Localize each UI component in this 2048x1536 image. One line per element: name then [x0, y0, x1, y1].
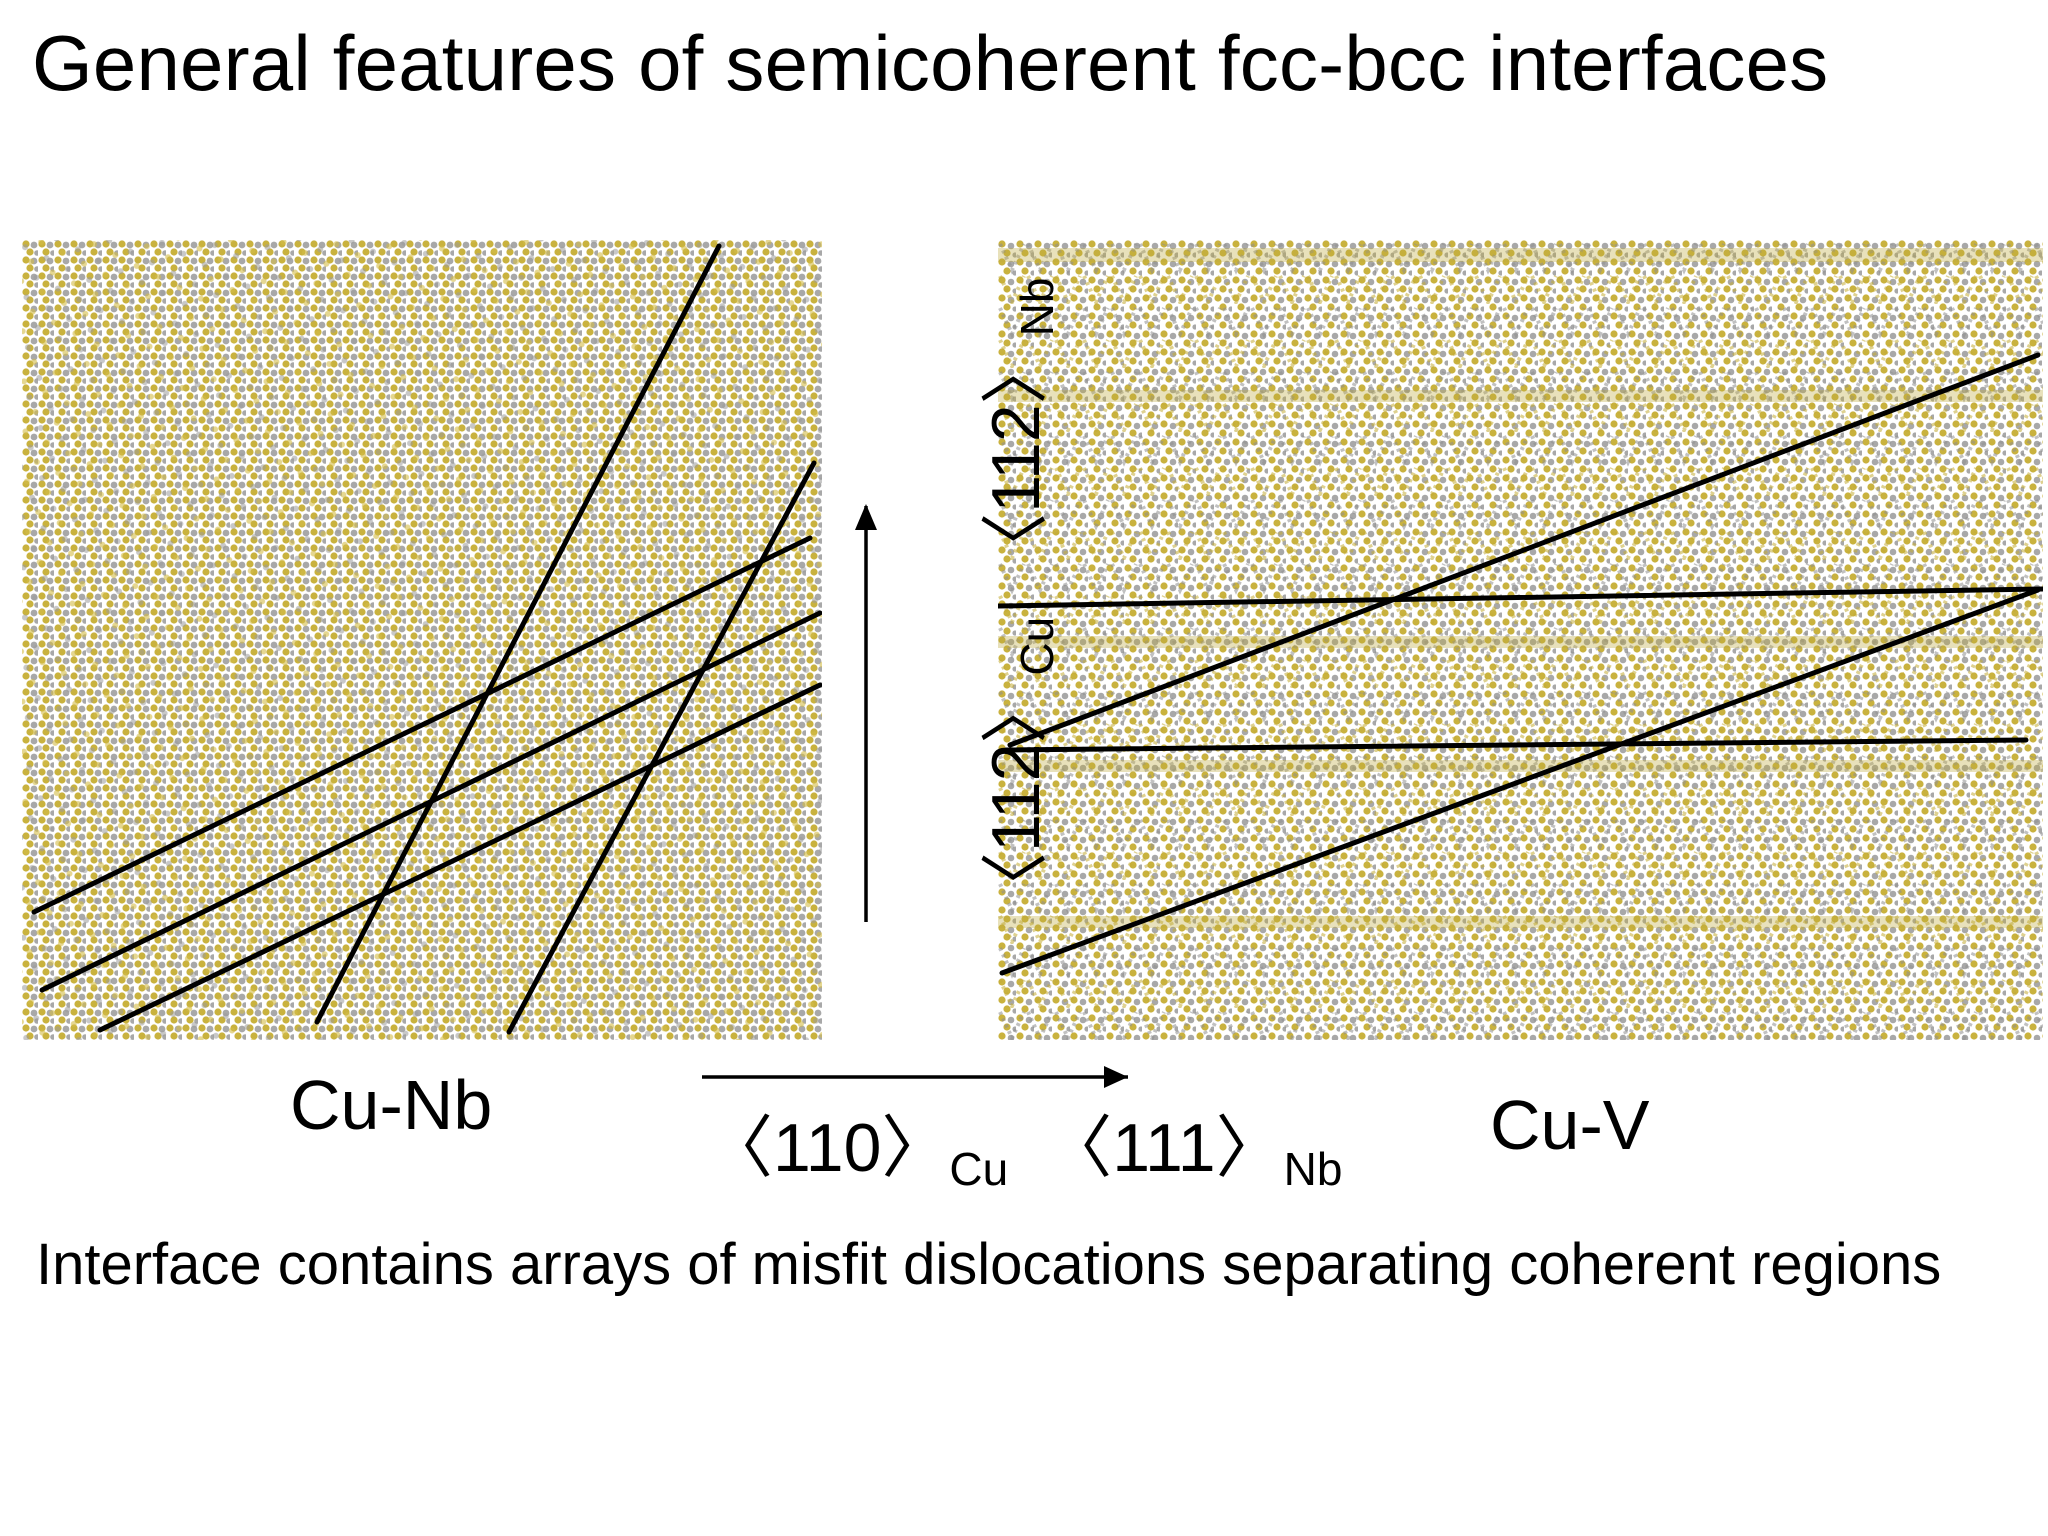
dislocation-line — [31, 535, 813, 915]
nb-subscript: Nb — [1011, 277, 1063, 337]
dislocation-lines — [31, 243, 822, 1035]
cu-direction: 〈110〉 — [705, 1110, 950, 1186]
nb-subscript: Nb — [1283, 1143, 1343, 1195]
cu-subscript: Cu — [1011, 616, 1063, 676]
dislocation-line — [998, 586, 2043, 609]
vertical-arrowhead — [855, 504, 877, 530]
cu-direction: 〈112〉 — [978, 675, 1054, 920]
dislocation-lines — [998, 352, 2043, 976]
slide-title: General features of semicoherent fcc-bcc… — [32, 19, 1829, 107]
dislocation-line — [1007, 352, 2041, 748]
cu-nb-label: Cu-Nb — [290, 1066, 493, 1144]
cu-v-atomistic-image — [998, 240, 2043, 1040]
horizontal-bands — [998, 248, 2043, 928]
cu-v-label: Cu-V — [1490, 1086, 1650, 1164]
nb-direction: 〈112〉 — [978, 336, 1054, 581]
dislocation-line — [1003, 737, 2029, 753]
dislocation-line — [97, 682, 822, 1033]
horizontal-direction-label: 〈110〉Cu 〈111〉Nb — [705, 1092, 1342, 1196]
caption: Interface contains arrays of misfit disl… — [36, 1232, 1942, 1297]
cu-subscript: Cu — [949, 1143, 1009, 1195]
cu-nb-atomistic-image — [22, 240, 822, 1040]
dislocation-line — [999, 587, 2041, 976]
dislocation-line — [39, 610, 822, 993]
nb-direction: 〈111〉 — [1044, 1110, 1284, 1186]
horizontal-arrowhead — [1104, 1066, 1128, 1088]
